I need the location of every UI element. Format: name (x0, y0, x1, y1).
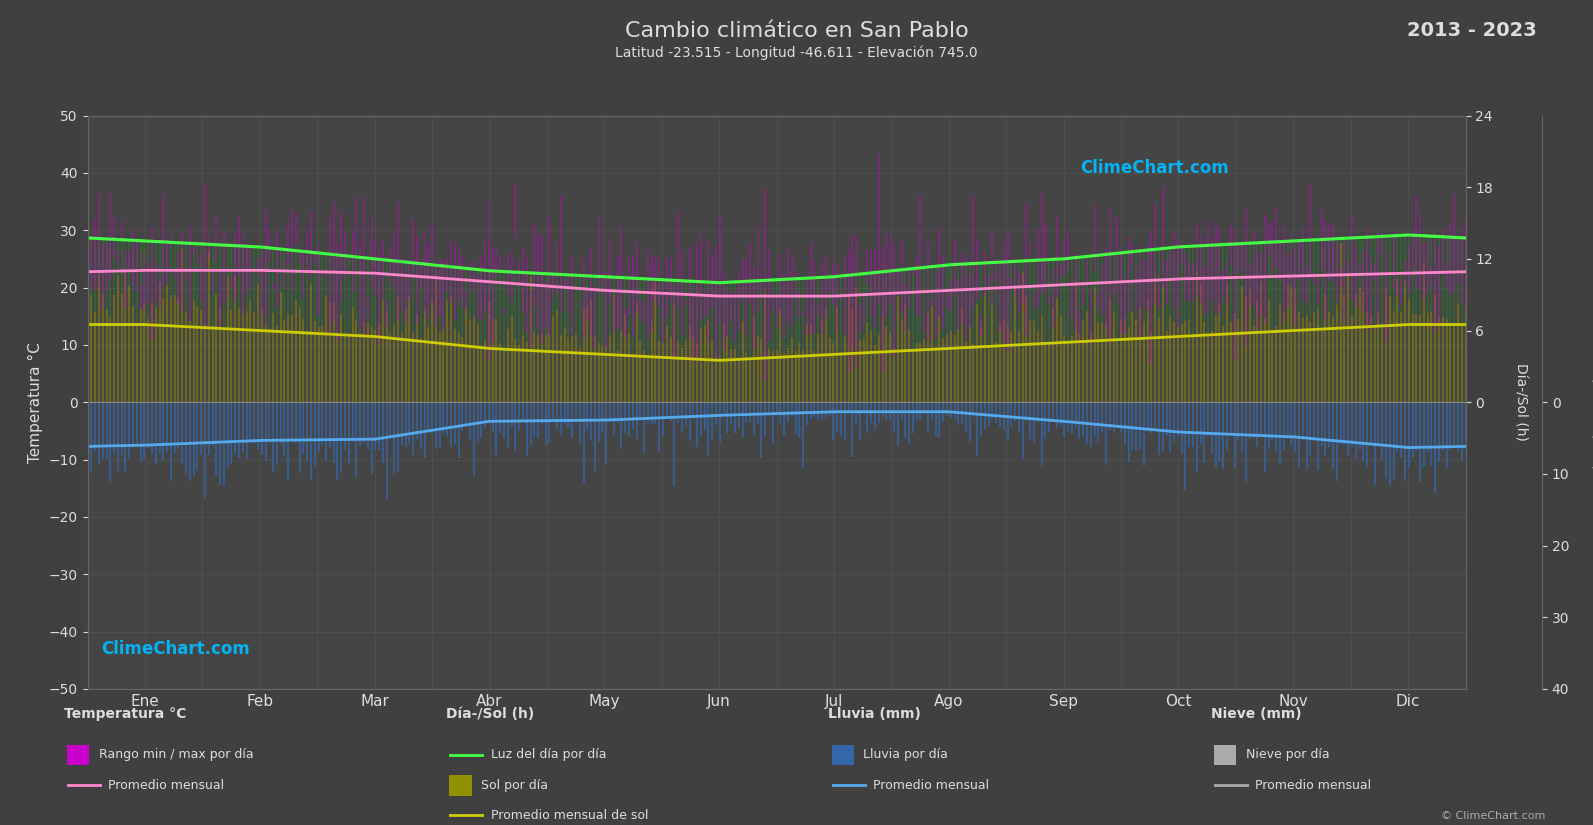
Text: Promedio mensual: Promedio mensual (1255, 779, 1372, 792)
Y-axis label: Temperatura °C: Temperatura °C (29, 342, 43, 463)
Text: Temperatura °C: Temperatura °C (64, 707, 186, 721)
Text: Lluvia (mm): Lluvia (mm) (828, 707, 921, 721)
Text: ClimeChart.com: ClimeChart.com (1080, 159, 1228, 177)
Text: Cambio climático en San Pablo: Cambio climático en San Pablo (624, 21, 969, 40)
Text: Promedio mensual: Promedio mensual (873, 779, 989, 792)
Text: 2013 - 2023: 2013 - 2023 (1408, 21, 1537, 40)
Text: ClimeChart.com: ClimeChart.com (102, 640, 250, 658)
Text: © ClimeChart.com: © ClimeChart.com (1440, 811, 1545, 821)
Text: Sol por día: Sol por día (481, 779, 548, 792)
Text: Luz del día por día: Luz del día por día (491, 748, 607, 761)
Y-axis label: Lluvia / Nieve (mm): Lluvia / Nieve (mm) (1590, 334, 1593, 470)
Text: Lluvia por día: Lluvia por día (863, 748, 948, 761)
Text: Promedio mensual: Promedio mensual (108, 779, 225, 792)
Text: Nieve (mm): Nieve (mm) (1211, 707, 1301, 721)
Y-axis label: Día-/Sol (h): Día-/Sol (h) (1513, 363, 1528, 441)
Text: Latitud -23.515 - Longitud -46.611 - Elevación 745.0: Latitud -23.515 - Longitud -46.611 - Ele… (615, 45, 978, 60)
Text: Rango min / max por día: Rango min / max por día (99, 748, 253, 761)
Text: Día-/Sol (h): Día-/Sol (h) (446, 707, 534, 721)
Text: Nieve por día: Nieve por día (1246, 748, 1329, 761)
Text: Promedio mensual de sol: Promedio mensual de sol (491, 808, 648, 822)
